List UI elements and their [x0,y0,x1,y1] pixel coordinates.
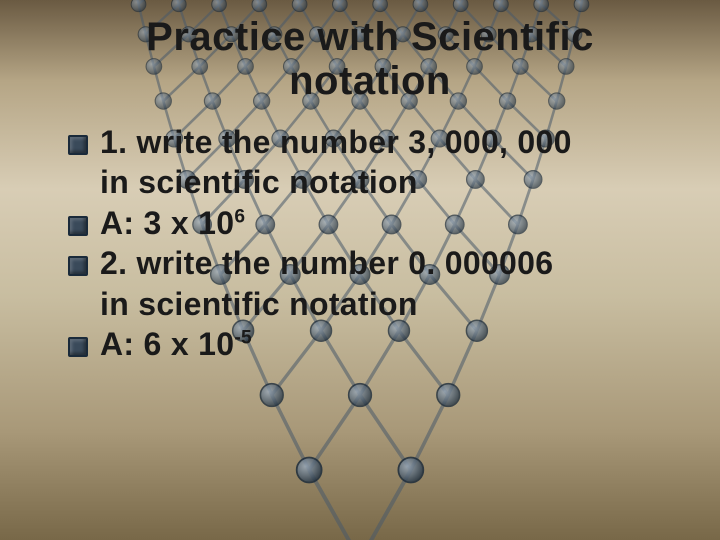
bullet-text: in scientific notation [100,164,418,200]
bullet-text-pre: A: 3 x 10 [100,205,234,241]
bullet-item-3-cont: in scientific notation [90,285,680,323]
exponent: 6 [234,206,245,227]
bullet-item-1: 1. write the number 3, 000, 000 [90,123,680,161]
bullet-item-4: A: 6 x 10-5 [90,325,680,363]
bullet-text: in scientific notation [100,286,418,322]
bullet-item-3: 2. write the number 0. 000006 [90,244,680,282]
bullet-item-1-cont: in scientific notation [90,163,680,201]
bullet-text-pre: A: 6 x 10 [100,326,234,362]
exponent: -5 [234,327,252,348]
bullet-item-2: A: 3 x 106 [90,204,680,242]
slide-content: Practice with Scientific notation 1. wri… [0,0,720,385]
bullet-text: 2. write the number 0. 000006 [100,245,553,281]
bullet-text: 1. write the number 3, 000, 000 [100,124,572,160]
slide-title: Practice with Scientific notation [60,15,680,103]
bullet-list: 1. write the number 3, 000, 000 in scien… [60,123,680,363]
